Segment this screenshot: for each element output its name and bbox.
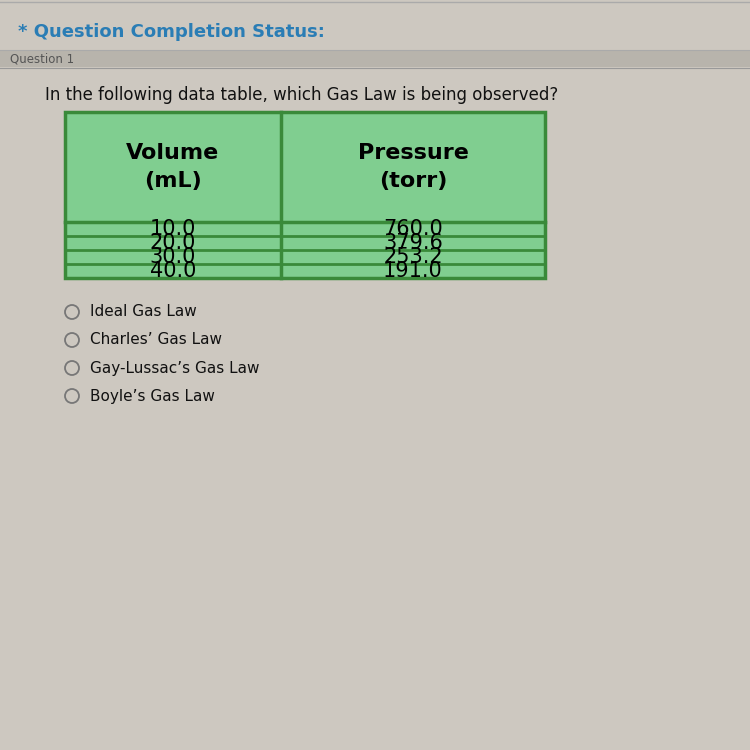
Text: 40.0: 40.0 — [150, 261, 196, 281]
Text: 20.0: 20.0 — [150, 233, 196, 253]
Text: 379.6: 379.6 — [383, 233, 443, 253]
Text: 253.2: 253.2 — [383, 247, 442, 267]
Text: (torr): (torr) — [379, 171, 447, 191]
Text: Boyle’s Gas Law: Boyle’s Gas Law — [90, 388, 214, 404]
Text: 191.0: 191.0 — [383, 261, 442, 281]
Text: Gay-Lussac’s Gas Law: Gay-Lussac’s Gas Law — [90, 361, 260, 376]
Text: In the following data table, which Gas Law is being observed?: In the following data table, which Gas L… — [45, 86, 558, 104]
Text: 760.0: 760.0 — [383, 219, 442, 239]
Text: * Question Completion Status:: * Question Completion Status: — [18, 23, 325, 41]
Bar — [65, 112, 545, 278]
Text: Charles’ Gas Law: Charles’ Gas Law — [90, 332, 222, 347]
Text: 10.0: 10.0 — [150, 219, 196, 239]
Text: (mL): (mL) — [144, 171, 202, 191]
Text: Pressure: Pressure — [358, 143, 469, 163]
Text: Volume: Volume — [126, 143, 220, 163]
Text: 30.0: 30.0 — [150, 247, 196, 267]
Text: Question 1: Question 1 — [10, 53, 74, 65]
Text: Ideal Gas Law: Ideal Gas Law — [90, 304, 196, 320]
Bar — [0, 50, 750, 67]
